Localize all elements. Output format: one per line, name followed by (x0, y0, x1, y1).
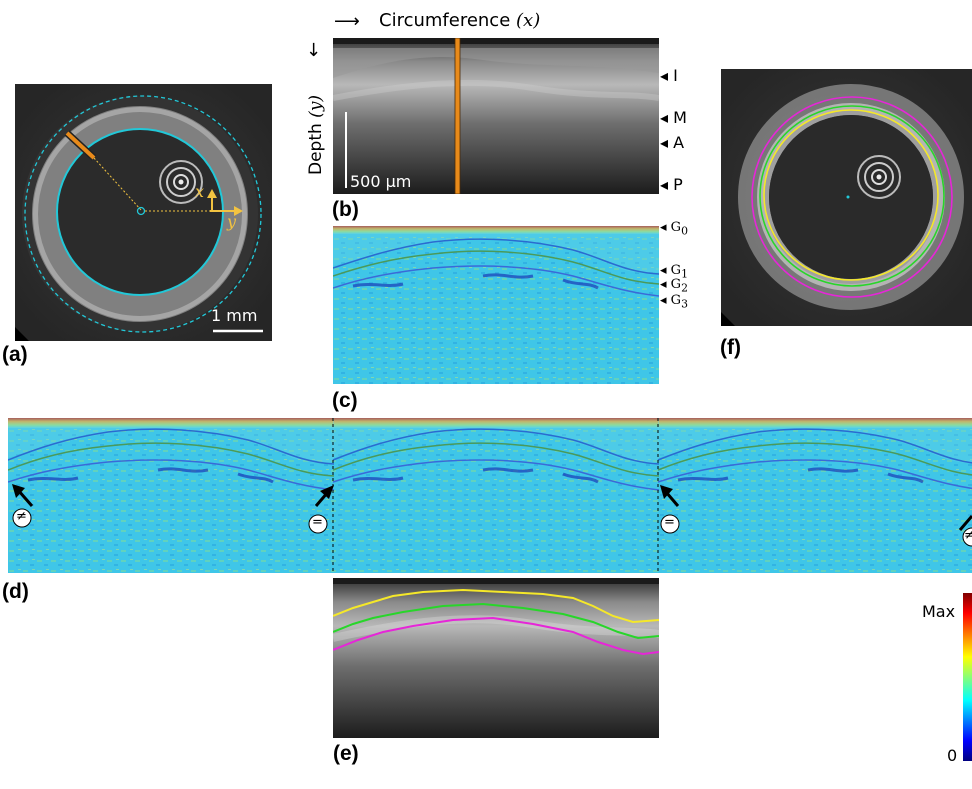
oct-cross-section-f (721, 69, 972, 326)
colorbar (963, 593, 972, 761)
layer-A: ◂ A (660, 133, 685, 152)
scalebar-b-label: 500 µm (350, 172, 412, 191)
layer-M: ◂ M (660, 108, 687, 127)
axis-x-label: x (195, 182, 205, 201)
g0-label: ◂ G0 (660, 220, 688, 238)
axis-y-label: y (227, 212, 237, 231)
g3-label: ◂ G3 (660, 293, 688, 311)
contour-g2 (333, 250, 659, 285)
panel-f-label: (f) (720, 336, 741, 359)
circumference-arrow: ⟶ (334, 11, 360, 32)
panel-c (333, 226, 659, 384)
outer-contour-dashed (24, 95, 262, 333)
marker-neq-1: ≠ (16, 509, 27, 524)
g-labels-c: ◂ G0 ◂ G1 ◂ G2 ◂ G3 (660, 220, 710, 320)
panel-b: 500 µm (333, 38, 659, 194)
arrow-4 (958, 515, 972, 531)
g1-label: ◂ G1 (660, 263, 688, 281)
bscan-image-e (333, 578, 659, 738)
panel-d: ≠ = = ≠ (8, 418, 972, 573)
panel-e (333, 578, 659, 738)
contour-magenta-f (751, 96, 953, 298)
marker-eq-1: = (312, 515, 323, 530)
layer-I: ◂ I (660, 66, 678, 85)
g2-label: ◂ G2 (660, 277, 688, 295)
panel-e-label: (e) (333, 742, 359, 765)
marker-neq-2: ≠ (964, 528, 972, 543)
contour-green-e (333, 602, 659, 640)
contour-g3 (333, 265, 659, 297)
colorbar-gradient (963, 593, 972, 761)
panel-b-label: (b) (332, 198, 359, 221)
feature-map-d (8, 418, 972, 573)
panel-d-label: (d) (2, 580, 29, 603)
contour-yellow-f (763, 109, 939, 281)
marker-eq-2: = (664, 515, 675, 530)
lumen-contour (56, 128, 224, 296)
scalebar-a-label: 1 mm (211, 306, 258, 325)
oct-cross-section-a (15, 84, 272, 341)
aline-orange-bar (454, 38, 461, 194)
depth-label: Depth (y) (306, 94, 326, 175)
contour-yellow-e (333, 588, 659, 624)
feature-map-c (333, 226, 659, 384)
depth-arrow: ↓ (306, 40, 322, 61)
panel-a: x y 1 mm (15, 84, 272, 341)
layer-P: ◂ P (660, 175, 683, 194)
layer-labels-b: ◂ I ◂ M ◂ A ◂ P (660, 38, 700, 198)
bscan-image-b (333, 38, 659, 194)
contour-green-f (759, 105, 945, 287)
colorbar-max-label: Max (922, 602, 956, 621)
circumference-label: Circumference (x) (379, 10, 541, 31)
panel-a-label: (a) (2, 343, 28, 366)
contour-g1 (333, 238, 659, 275)
colorbar-min-label: 0 (947, 746, 958, 765)
panel-c-label: (c) (332, 389, 358, 412)
contour-magenta-e (333, 616, 659, 656)
panel-f (721, 69, 972, 326)
